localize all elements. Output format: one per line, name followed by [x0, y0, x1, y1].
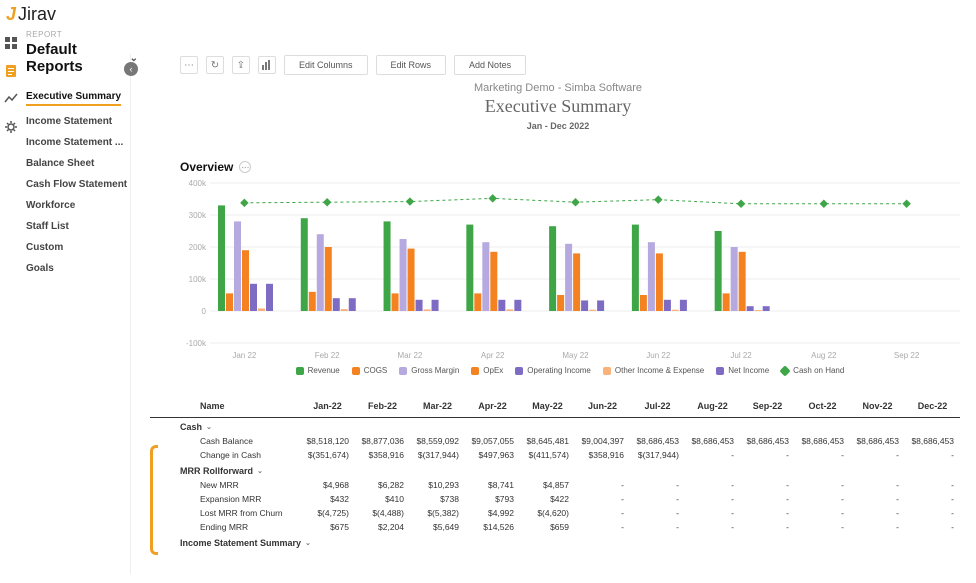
report-icon[interactable]: [4, 64, 18, 78]
app-iconbar: [0, 32, 22, 134]
sidebar-item[interactable]: Executive Summary: [26, 91, 121, 106]
svg-text:Apr 22: Apr 22: [481, 351, 505, 360]
section-title: Overview: [180, 160, 233, 174]
toolbar-button[interactable]: Edit Columns: [284, 55, 368, 75]
section-menu-icon[interactable]: ⋯: [239, 161, 251, 173]
report-title-dropdown[interactable]: Default Reports⌄: [26, 41, 138, 75]
svg-text:Mar 22: Mar 22: [397, 351, 422, 360]
svg-text:May 22: May 22: [562, 351, 589, 360]
svg-text:0: 0: [202, 307, 207, 316]
table-row: Change in Cash$(351,674)$358,916$(317,94…: [150, 448, 960, 462]
legend-item: Other Income & Expense: [603, 366, 704, 375]
doc-title: Executive Summary: [150, 96, 966, 117]
sidebar-item[interactable]: Custom: [26, 242, 138, 253]
more-icon[interactable]: ⋯: [180, 56, 198, 74]
svg-text:Jan 22: Jan 22: [232, 351, 257, 360]
sidebar-item[interactable]: Income Statement: [26, 116, 138, 127]
table-group[interactable]: MRR Rollforward ⌄: [150, 462, 960, 478]
svg-text:200k: 200k: [189, 243, 207, 252]
chart-legend: Revenue COGS Gross Margin OpEx Operating Inc…: [180, 366, 960, 375]
table-row: New MRR$4,968$6,282$10,293$8,741$4,857--…: [150, 478, 960, 492]
sidebar-item[interactable]: Cash Flow Statement: [26, 179, 138, 190]
table-row: Expansion MRR$432$410$738$793$422-------: [150, 492, 960, 506]
svg-text:Sep 22: Sep 22: [894, 351, 920, 360]
legend-item: Net Income: [716, 366, 769, 375]
doc-date-range: Jan - Dec 2022: [150, 121, 966, 131]
legend-item: Gross Margin: [399, 366, 459, 375]
svg-text:-100k: -100k: [186, 339, 207, 348]
svg-text:Jun 22: Jun 22: [646, 351, 671, 360]
gear-icon[interactable]: [4, 120, 18, 134]
sidebar-item[interactable]: Income Statement ...: [26, 137, 138, 148]
legend-item: Revenue: [296, 366, 340, 375]
collapse-sidebar-button[interactable]: ‹: [124, 62, 138, 76]
svg-text:300k: 300k: [189, 211, 207, 220]
toolbar-button[interactable]: Edit Rows: [376, 55, 447, 75]
table-group[interactable]: Cash ⌄: [150, 418, 960, 434]
table-row: Lost MRR from Churn$(4,725)$(4,488)$(5,3…: [150, 506, 960, 520]
svg-text:400k: 400k: [189, 179, 207, 188]
toolbar: ⋯ ↻ ⇪ Edit Columns Edit Rows Add Notes: [180, 55, 526, 75]
refresh-icon[interactable]: ↻: [206, 56, 224, 74]
overview-chart: -100k 0 100k 200k 300k 400k Jan 22 Feb 22 Mar 22…: [180, 178, 960, 363]
sidebar-item[interactable]: Balance Sheet: [26, 158, 138, 169]
svg-text:Aug 22: Aug 22: [811, 351, 837, 360]
brand-text: Jirav: [18, 4, 56, 25]
sidebar-item[interactable]: Goals: [26, 263, 138, 274]
sidebar-item[interactable]: Staff List: [26, 221, 138, 232]
section-header: Overview ⋯: [180, 160, 251, 174]
legend-item: COGS: [352, 366, 388, 375]
table-row: Cash Balance$8,518,120$8,877,036$8,559,0…: [150, 434, 960, 448]
data-table: NameJan-22Feb-22Mar-22Apr-22May-22Jun-22…: [150, 395, 960, 550]
divider: [130, 54, 131, 574]
report-nav: Executive Summary Income Statement Income …: [26, 91, 138, 274]
brand-logo: JJirav: [6, 4, 56, 25]
svg-text:Jul 22: Jul 22: [730, 351, 752, 360]
toolbar-button[interactable]: Add Notes: [454, 55, 526, 75]
legend-item: OpEx: [471, 366, 503, 375]
doc-subtitle: Marketing Demo - Simba Software: [150, 82, 966, 94]
chart-icon[interactable]: [258, 56, 276, 74]
trend-icon[interactable]: [4, 92, 18, 106]
table-row: Ending MRR$675$2,204$5,649$14,526$659---…: [150, 520, 960, 534]
share-icon[interactable]: ⇪: [232, 56, 250, 74]
sidebar-item[interactable]: Workforce: [26, 200, 138, 211]
legend-item: Cash on Hand: [781, 366, 844, 375]
legend-item: Operating Income: [515, 366, 591, 375]
report-title-text: Default Reports: [26, 41, 126, 75]
document-header: Marketing Demo - Simba Software Executiv…: [150, 82, 966, 131]
table-group[interactable]: Income Statement Summary ⌄: [150, 534, 960, 550]
svg-text:Feb 22: Feb 22: [315, 351, 340, 360]
report-sidebar: REPORT Default Reports⌄ Executive Summar…: [26, 30, 138, 274]
dashboard-icon[interactable]: [4, 36, 18, 50]
svg-text:100k: 100k: [189, 275, 207, 284]
table-header: NameJan-22Feb-22Mar-22Apr-22May-22Jun-22…: [150, 395, 960, 418]
breadcrumb: REPORT: [26, 30, 138, 39]
